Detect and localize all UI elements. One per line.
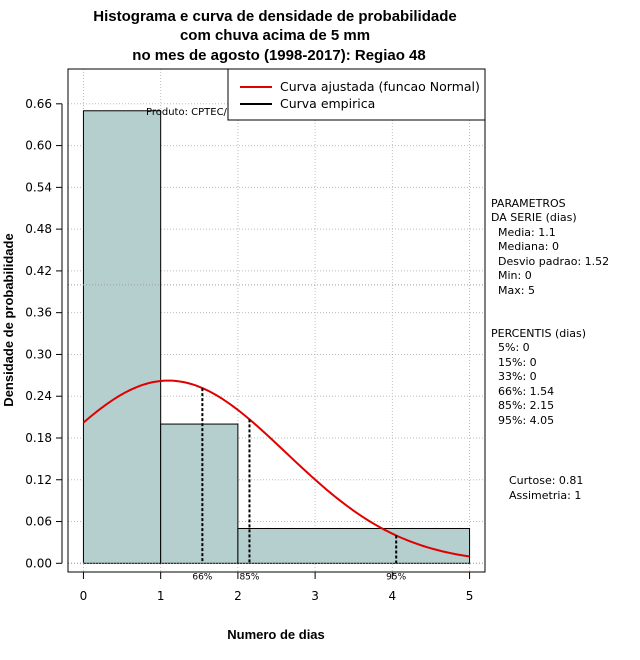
percentile-marker-label: 85% (239, 572, 259, 582)
param-min: Min: 0 (498, 269, 532, 282)
percentil-85: 85%: 2.15 (498, 399, 554, 412)
x-tick-label: 1 (157, 589, 165, 603)
histogram-bars (82, 110, 471, 564)
x-axis-title: Numero de dias (227, 627, 325, 642)
y-tick-label: 0.42 (25, 264, 52, 278)
chart-title-line-2: com chuva acima de 5 mm (180, 27, 370, 44)
chart-title-line-3: no mes de agosto (1998-2017): Regiao 48 (132, 47, 425, 64)
x-tick-label: 3 (311, 589, 319, 603)
x-axis: 0 1 2 3 4 5 (80, 571, 474, 603)
y-tick-label: 0.18 (25, 431, 52, 445)
param-mediana: Mediana: 0 (498, 240, 559, 253)
histogram-bar (237, 527, 471, 564)
histogram-bar (82, 110, 162, 564)
y-tick-label: 0.36 (25, 306, 52, 320)
x-tick-label: 4 (389, 589, 397, 603)
y-tick-label: 0.24 (25, 389, 52, 403)
y-tick-label: 0.30 (25, 347, 52, 361)
percentil-5: 5%: 0 (498, 341, 530, 354)
parametros-title-2: DA SERIE (dias) (491, 211, 577, 224)
param-max: Max: 5 (498, 284, 535, 297)
y-tick-label: 0.12 (25, 473, 52, 487)
x-tick-label: 5 (466, 589, 474, 603)
histogram-bar (160, 423, 239, 564)
percentil-33: 33%: 0 (498, 370, 537, 383)
y-axis-title: Densidade de probabilidade (1, 233, 16, 406)
assimetria: Assimetria: 1 (509, 489, 581, 502)
reference-lines (68, 284, 485, 564)
y-tick-label: 0.48 (25, 222, 52, 236)
percentil-95: 95%: 4.05 (498, 414, 554, 427)
percentil-66: 66%: 1.54 (498, 385, 554, 398)
parametros-title-1: PARAMETROS (491, 197, 566, 210)
normal-fit-curve-group (82, 379, 470, 558)
chart-title-line-1: Histograma e curva de densidade de proba… (93, 8, 456, 25)
y-tick-label: 0.60 (25, 139, 52, 153)
percentile-marker-label: 95% (386, 572, 406, 582)
legend-box (227, 68, 486, 121)
percentis-title: PERCENTIS (dias) (491, 327, 586, 340)
y-tick-label: 0.00 (25, 556, 52, 570)
y-tick-label: 0.06 (25, 515, 52, 529)
param-media: Media: 1.1 (498, 226, 556, 239)
percentile-marker-label: 66% (192, 572, 212, 582)
curtose: Curtose: 0.81 (509, 474, 583, 487)
percentil-15: 15%: 0 (498, 356, 537, 369)
side-panel: PARAMETROS DA SERIE (dias) Media: 1.1 Me… (491, 197, 609, 502)
y-axis: 0.00 0.06 0.12 0.18 0.24 0.30 0.36 0.42 0.48 0.54… (25, 97, 63, 570)
y-tick-label: 0.54 (25, 180, 52, 194)
x-tick-label: 0 (80, 589, 88, 603)
legend-label-normal: Curva ajustada (funcao Normal) (280, 79, 480, 94)
normal-fit-curve (82, 379, 470, 558)
param-desvio: Desvio padrao: 1.52 (498, 255, 609, 268)
y-tick-label: 0.66 (25, 97, 52, 111)
legend: Curva ajustada (funcao Normal) Curva emp… (227, 68, 486, 121)
percentile-markers: 66% 85% 95% (192, 388, 407, 582)
legend-label-empirical: Curva empirica (280, 96, 375, 111)
credit-text: Produto: CPTEC/INPE (146, 107, 250, 118)
x-tick-label: 2 (234, 589, 242, 603)
